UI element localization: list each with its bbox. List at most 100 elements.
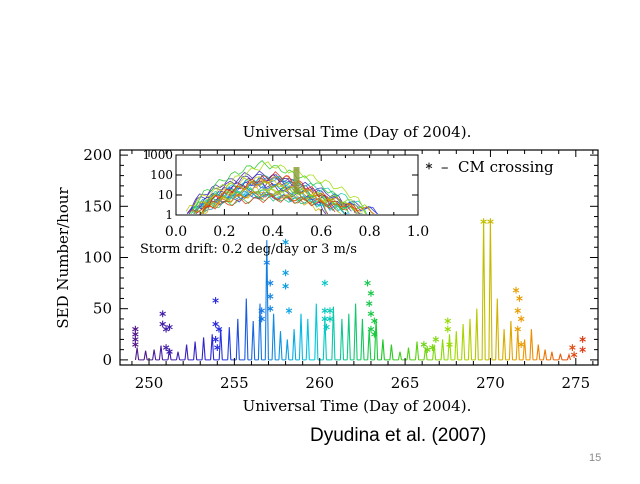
- x-axis: 250 255 260 265 270 275: [131, 150, 594, 392]
- cm-crossing-marker: [516, 295, 523, 302]
- inset-x-label: Storm drift: 0.2 deg/day or 3 m/s: [140, 242, 357, 257]
- cm-crossing-marker: [212, 336, 219, 343]
- inset-storm-curve: [200, 191, 375, 214]
- cm-crossing-marker: [159, 320, 166, 328]
- series-peak: [389, 344, 394, 360]
- series-peak: [184, 344, 189, 360]
- cm-crossing-marker: [432, 336, 440, 343]
- series-peak: [134, 347, 140, 360]
- series-peak: [397, 351, 403, 361]
- series-peak: [251, 320, 256, 360]
- y-tick-label: 200: [83, 146, 112, 164]
- cm-crossing-marker: [258, 307, 265, 315]
- inset-storm-curve: [188, 195, 360, 214]
- cm-crossing-marker: [321, 279, 329, 287]
- cm-crossing-marker: [514, 307, 521, 315]
- inset-x-tick-label: 0.8: [358, 224, 380, 240]
- cm-crossing-marker: [367, 310, 375, 318]
- cm-crossing-marker: [444, 317, 452, 325]
- series-peak: [314, 303, 319, 360]
- series-peak: [271, 313, 276, 360]
- page-number: 15: [589, 452, 602, 464]
- inset-storm-curve: [200, 186, 373, 214]
- cm-crossing-marker: [326, 307, 334, 315]
- series-peak: [210, 334, 215, 360]
- series-peak: [227, 327, 232, 360]
- cm-crossing-marker: [371, 317, 378, 325]
- cm-crossing-marker: [159, 310, 166, 318]
- series-peak: [158, 345, 164, 360]
- legend-label: CM crossing: [458, 158, 554, 176]
- legend-asterisk-icon: [425, 162, 433, 170]
- series-peak: [193, 341, 198, 360]
- series-peak: [298, 313, 304, 360]
- cm-crossing-marker: [263, 259, 271, 267]
- series-peak: [502, 329, 507, 360]
- cm-crossing-marker: [446, 341, 453, 348]
- series-peak: [440, 339, 445, 360]
- y-tick-label: 150: [83, 197, 112, 215]
- series-peak: [406, 347, 411, 360]
- legend-asterisk: [425, 162, 433, 170]
- series-peak: [305, 318, 310, 360]
- cm-crossing-marker: [514, 325, 521, 333]
- series-peak: [558, 353, 563, 361]
- series-peak: [353, 303, 358, 360]
- series-peak: [292, 329, 297, 360]
- series-peak: [278, 331, 283, 360]
- cm-crossing-marker: [321, 315, 329, 323]
- cm-crossing-marker: [282, 269, 289, 277]
- cm-crossing-marker: [212, 320, 219, 328]
- inset-storm-curves: [185, 160, 379, 214]
- series-peak: [143, 350, 148, 360]
- series-peak: [201, 337, 206, 360]
- inset-storm-curve: [193, 188, 363, 213]
- inset-x-tick-label: 0.0: [165, 224, 187, 240]
- cm-crossing-marker: [266, 305, 274, 313]
- x-tick-label: 270: [476, 374, 505, 392]
- cm-crossing-marker: [212, 297, 219, 304]
- inset-y-tick-label: 10: [158, 188, 173, 202]
- x-tick-label: 275: [561, 374, 590, 392]
- series-peak: [536, 344, 541, 360]
- series-peak: [152, 349, 157, 360]
- series-peak: [175, 351, 181, 361]
- series-peak: [542, 349, 548, 360]
- series-peak: [244, 298, 249, 360]
- series-peak: [367, 329, 372, 360]
- series-peak: [515, 329, 520, 360]
- cm-crossing-marker: [282, 238, 289, 246]
- cm-crossing-marker: [364, 279, 371, 287]
- series-peak: [474, 308, 479, 360]
- series-peak: [346, 313, 351, 360]
- cm-crossing-marker: [424, 346, 431, 354]
- series-peak: [423, 347, 428, 360]
- series-peak: [360, 318, 365, 360]
- cm-crossing-marker: [366, 300, 373, 307]
- inset-y-tick-label: 1: [165, 208, 173, 222]
- cm-crossing-markers: [132, 218, 586, 359]
- series-peak: [414, 341, 420, 360]
- series-peak: [454, 331, 459, 360]
- series-peak: [257, 303, 263, 360]
- series-peak: [488, 218, 493, 360]
- inset-storm-curve: [202, 180, 349, 214]
- series-peak: [467, 318, 473, 360]
- cm-crossing-marker: [282, 282, 289, 290]
- x-axis-label: Universal Time (Day of 2004).: [243, 397, 472, 415]
- inset-x-tick-label: 1.0: [407, 224, 429, 240]
- cm-crossing-marker: [162, 344, 170, 351]
- series-peak: [529, 329, 534, 360]
- inset-x-tick-label: 0.4: [262, 224, 284, 240]
- cm-crossing-marker: [285, 307, 293, 315]
- y-axis-label: SED Number/hour: [54, 187, 72, 329]
- cm-crossing-marker: [517, 315, 525, 323]
- cm-crossing-marker: [367, 289, 375, 297]
- series-peak: [235, 318, 240, 360]
- cm-crossing-marker: [321, 307, 329, 315]
- series-peak: [331, 306, 336, 360]
- x-tick-label: 260: [305, 374, 334, 392]
- cm-crossing-marker: [579, 336, 586, 343]
- series-peak: [373, 318, 379, 360]
